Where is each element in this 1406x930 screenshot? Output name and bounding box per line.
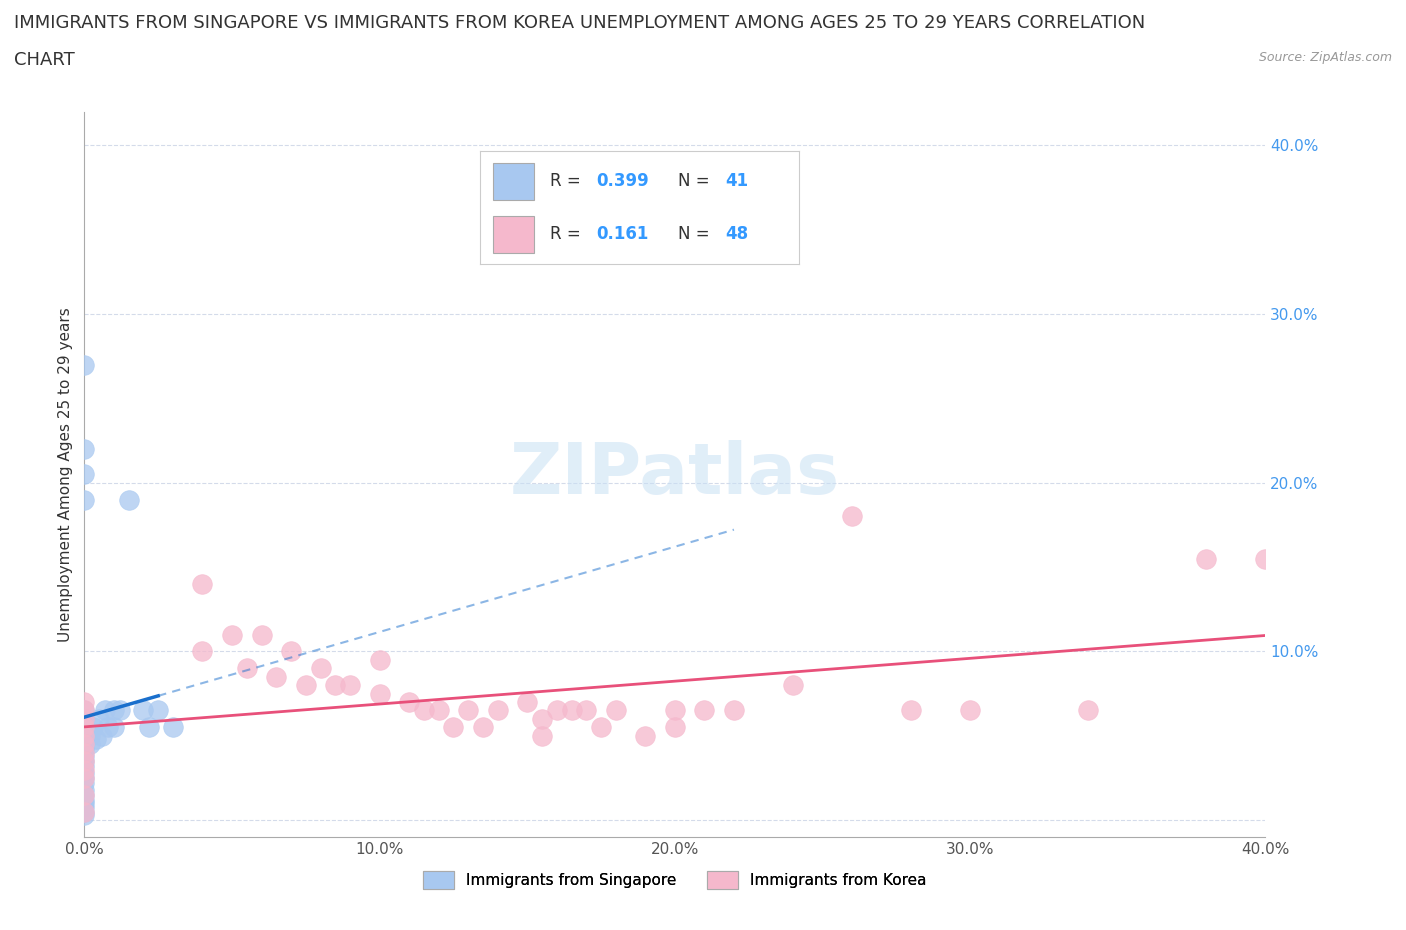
Point (959, 703, 981, 718)
Point (73, 796, 96, 811)
Point (118, 492, 141, 507)
Point (73, 749, 96, 764)
Point (546, 703, 568, 718)
Point (73, 734, 96, 749)
Point (1254, 551, 1277, 566)
Point (221, 627, 243, 642)
Text: IMMIGRANTS FROM SINGAPORE VS IMMIGRANTS FROM KOREA UNEMPLOYMENT AMONG AGES 25 TO: IMMIGRANTS FROM SINGAPORE VS IMMIGRANTS … (14, 14, 1146, 32)
Point (368, 686, 391, 701)
Point (413, 703, 436, 718)
Point (486, 703, 509, 718)
Point (266, 670, 288, 684)
Point (191, 644, 214, 658)
Point (87, 711, 111, 726)
Point (162, 720, 184, 735)
Point (73, 753, 96, 768)
Point (457, 703, 479, 718)
Text: Source: ZipAtlas.com: Source: ZipAtlas.com (1258, 51, 1392, 64)
Text: ZIPatlas: ZIPatlas (510, 440, 839, 509)
Point (73, 703, 96, 718)
Point (309, 661, 332, 676)
Point (73, 782, 96, 797)
Point (73, 695, 96, 710)
Point (84, 732, 107, 747)
Legend: Immigrants from Singapore, Immigrants from Korea: Immigrants from Singapore, Immigrants fr… (418, 865, 932, 895)
Point (782, 678, 804, 693)
Point (900, 703, 922, 718)
Point (73, 753, 96, 768)
Point (73, 765, 96, 780)
Point (73, 788, 96, 803)
Point (103, 703, 125, 718)
Point (472, 720, 495, 735)
Point (723, 703, 745, 718)
Point (575, 703, 598, 718)
Point (73, 771, 96, 786)
Point (73, 807, 96, 822)
Point (693, 703, 716, 718)
Point (427, 703, 450, 718)
Point (73, 742, 96, 757)
Point (73, 737, 96, 751)
Point (79, 728, 101, 743)
Point (108, 703, 131, 718)
Point (97, 720, 120, 735)
Point (94, 703, 117, 718)
Point (1195, 551, 1218, 566)
Point (73, 703, 96, 718)
Point (73, 762, 96, 777)
Point (73, 771, 96, 786)
Point (280, 644, 302, 658)
Point (664, 703, 686, 718)
Point (148, 703, 170, 718)
Point (132, 703, 155, 718)
Point (73, 759, 96, 774)
Point (73, 776, 96, 790)
Point (443, 720, 465, 735)
Point (73, 720, 96, 735)
Point (73, 467, 96, 482)
Point (516, 695, 538, 710)
Point (73, 745, 96, 760)
Point (73, 728, 96, 743)
Point (73, 442, 96, 457)
Point (73, 792, 96, 807)
Point (73, 804, 96, 819)
Point (73, 738, 96, 753)
Point (605, 703, 627, 718)
Text: CHART: CHART (14, 51, 75, 69)
Point (295, 678, 318, 693)
Point (191, 577, 214, 591)
Point (73, 788, 96, 803)
Point (138, 720, 160, 735)
Point (325, 678, 347, 693)
Point (1077, 703, 1099, 718)
Point (634, 728, 657, 743)
Point (79, 737, 101, 751)
Point (841, 509, 863, 524)
Point (561, 703, 583, 718)
Point (103, 720, 125, 735)
Point (398, 695, 420, 710)
Point (73, 492, 96, 507)
Point (531, 728, 554, 743)
Y-axis label: Unemployment Among Ages 25 to 29 years: Unemployment Among Ages 25 to 29 years (58, 307, 73, 642)
Point (73, 711, 96, 726)
Point (531, 711, 554, 726)
Point (73, 725, 96, 740)
Point (82, 720, 104, 735)
Point (664, 720, 686, 735)
Point (368, 653, 391, 668)
Point (339, 678, 361, 693)
Point (73, 711, 96, 726)
Point (73, 357, 96, 372)
Point (73, 728, 96, 743)
Point (236, 661, 259, 676)
Point (73, 720, 96, 735)
Point (73, 799, 96, 814)
Point (73, 804, 96, 819)
Point (91, 728, 114, 743)
Point (591, 720, 613, 735)
Point (250, 627, 273, 642)
